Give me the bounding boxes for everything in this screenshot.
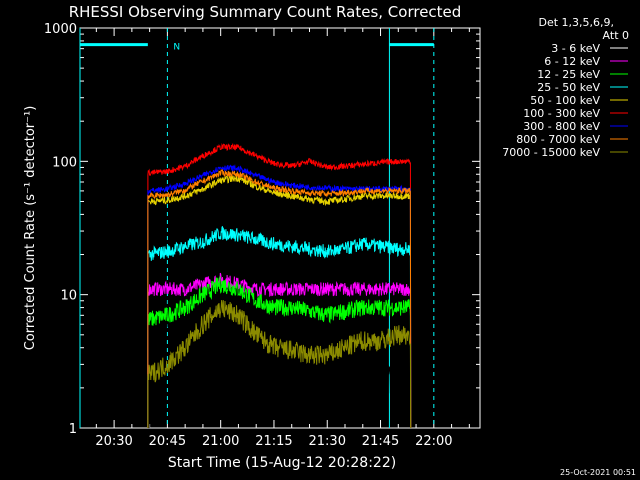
legend-header-line-1: Det 1,3,5,6,9, [538,16,614,29]
x-tick-label: 21:00 [202,434,239,449]
x-tick-label: 21:30 [309,434,346,449]
series-line-50-100kev [147,175,412,429]
chart-title: RHESSI Observing Summary Count Rates, Co… [69,3,462,21]
legend-label: 800 - 7000 keV [516,133,600,146]
saa-marker-label: N [173,43,180,53]
y-tick-label: 10 [60,289,77,304]
x-tick-label: 21:45 [362,434,399,449]
legend-label: 6 - 12 keV [544,55,600,68]
series-line-12-25kev [147,276,412,429]
footer-timestamp: 25-Oct-2021 00:51 [560,468,636,477]
legend-header-line-2: Att 0 [603,29,629,42]
x-tick-label: 20:30 [95,434,132,449]
series-line-7000-15000kev [147,300,412,429]
series-line-800-7000kev [147,168,412,429]
series-line-6-12kev [147,272,412,429]
y-axis-label: Corrected Count Rate (s⁻¹ detector⁻¹) [23,106,38,351]
series-line-100-300kev [147,142,412,429]
series-line-3-6kev [147,280,412,429]
legend-label: 50 - 100 keV [530,94,600,107]
legend-header: Det 1,3,5,6,9, Att 0 [538,16,629,42]
plot-layer: 1 10 100 1000 20:30 20:45 21:00 21:15 21:30 21:45… [44,22,481,449]
legend-label: 25 - 50 keV [537,81,600,94]
legend-label: 7000 - 15000 keV [502,146,600,159]
y-tick-label: 1 [69,422,77,437]
legend-label: 3 - 6 keV [551,42,600,55]
x-tick-label: 22:00 [415,434,452,449]
legend-label: 300 - 800 keV [523,120,600,133]
series-line-25-50kev [147,225,412,429]
legend-label: 12 - 25 keV [537,68,600,81]
y-tick-label: 100 [52,155,77,170]
y-tick-label: 1000 [44,22,77,37]
legend-label: 100 - 300 keV [523,107,600,120]
x-axis-label: Start Time (15-Aug-12 20:28:22) [168,455,396,471]
x-tick-label: 21:15 [255,434,292,449]
x-tick-label: 20:45 [149,434,186,449]
